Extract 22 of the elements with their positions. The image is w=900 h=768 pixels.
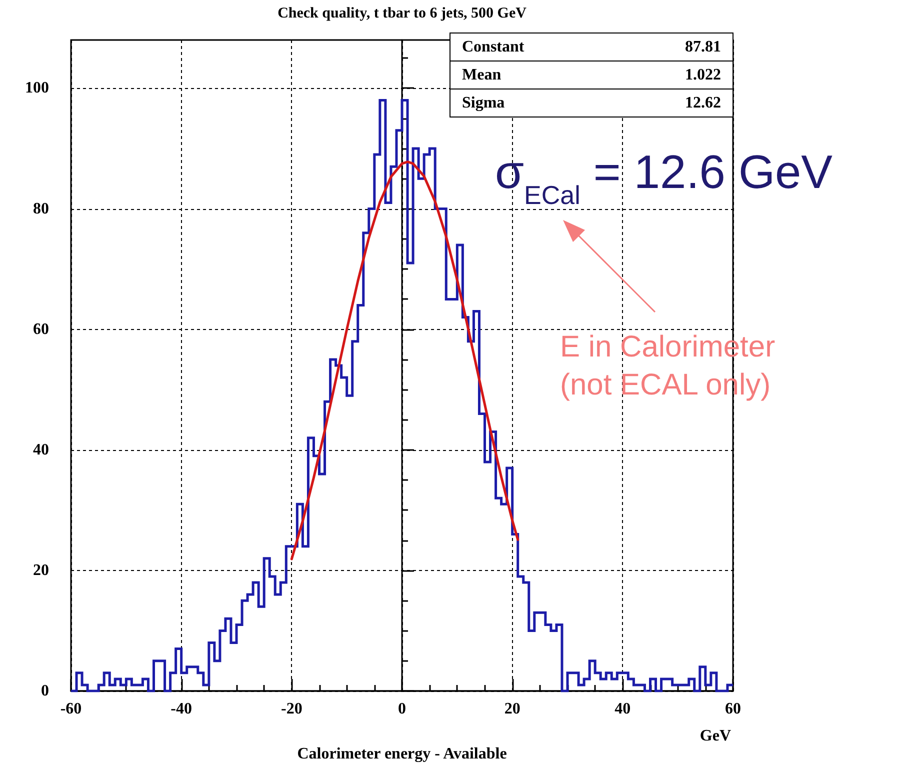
y-tick-label: 60 <box>33 320 49 338</box>
y-tick-label: 0 <box>41 682 49 700</box>
y-tick-label: 40 <box>33 441 49 458</box>
y-tick-label: 80 <box>33 200 49 218</box>
annotation: 1.022 <box>685 66 721 84</box>
x-tick-label: 40 <box>614 700 631 718</box>
x-tick-label: 20 <box>504 700 520 718</box>
annotation: Constant <box>462 38 525 56</box>
annotation: Sigma <box>462 94 505 112</box>
annotation: 87.81 <box>685 38 721 56</box>
x-tick-label: 60 <box>725 700 741 718</box>
text: GeV <box>700 728 732 744</box>
x-tick-label: -40 <box>170 700 192 718</box>
chart-title: Check quality, t tbar to 6 jets, 500 GeV <box>278 6 527 22</box>
x-tick-label: -60 <box>60 700 82 718</box>
annotation: Mean <box>462 66 502 84</box>
annotation: 12.62 <box>685 94 721 112</box>
x-tick-label: 0 <box>398 700 406 718</box>
x-tick-label: -20 <box>281 700 302 718</box>
x-axis-title: Calorimeter energy - Available <box>297 746 507 762</box>
y-tick-label: 20 <box>33 562 49 579</box>
y-tick-label: 100 <box>25 80 49 97</box>
